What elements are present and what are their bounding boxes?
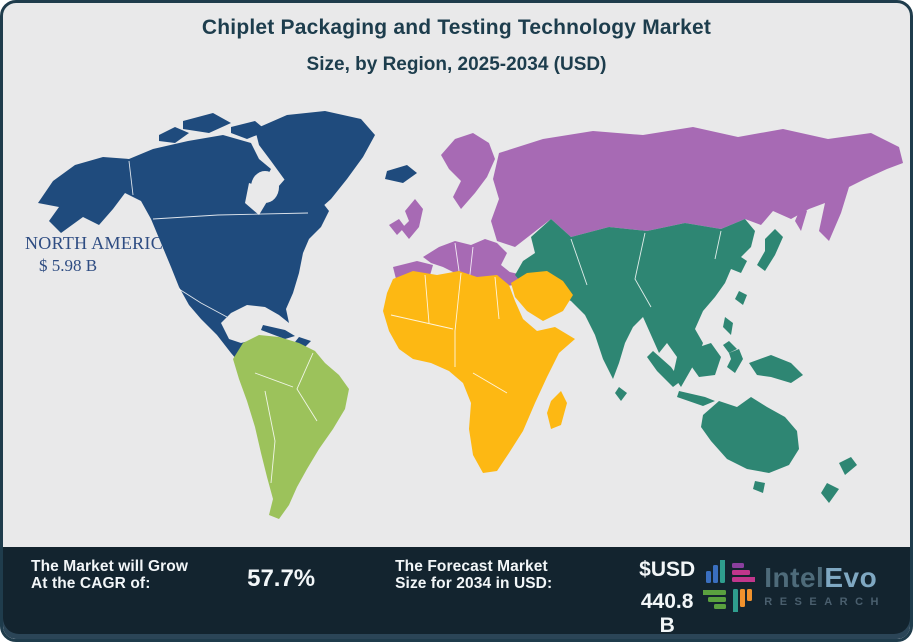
brand-name-primary: Intel: [764, 562, 825, 593]
australia: [701, 397, 799, 473]
logo-bars-green: [703, 590, 727, 609]
greenland: [255, 111, 375, 215]
brand-name: IntelEvo: [764, 564, 886, 592]
tasmania: [753, 481, 765, 493]
forecast-label-line2: Size for 2034 in USD:: [395, 575, 553, 593]
forecast-value-amount: 440.8 B: [640, 590, 694, 637]
region-asia-pacific: [515, 219, 857, 503]
africa-mainland: [383, 271, 575, 473]
sulawesi: [727, 349, 743, 373]
logo-bars-magenta: [732, 563, 756, 582]
arctic-island: [183, 113, 231, 133]
iceland: [385, 165, 417, 183]
madagascar: [547, 391, 567, 429]
world-map-svg: [38, 111, 903, 519]
cuba: [261, 325, 295, 339]
hudson-bay: [251, 171, 279, 203]
sakhalin: [795, 207, 807, 231]
brand-subtitle: RESEARCH: [764, 596, 886, 608]
brand-logo: IntelEvo RESEARCH: [703, 560, 886, 612]
forecast-value: $USD 440.8 B: [631, 558, 703, 638]
logo-bars-orange: [733, 589, 753, 612]
ireland: [389, 219, 405, 235]
region-north-america: [38, 111, 417, 389]
asia-mainland: [515, 219, 755, 387]
cagr-value: 57.7%: [247, 565, 316, 592]
region-africa-middle-east: [383, 271, 575, 473]
us-canada-border: [152, 212, 309, 220]
north-america-mainland: [38, 135, 329, 389]
borneo: [689, 343, 721, 377]
russia: [491, 127, 903, 247]
cagr-label-line2: At the CAGR of:: [31, 575, 151, 593]
andes-border: [264, 390, 276, 484]
north-america-callout: NORTH AMERICA $ 5.98 B: [25, 231, 176, 278]
callout-region-value: $ 5.98 B: [39, 256, 98, 276]
sumatra: [647, 351, 681, 387]
footer-strip: The Market will Grow At the CAGR of: 57.…: [3, 547, 910, 639]
africa-borders: [390, 272, 508, 394]
forecast-label: The Forecast Market Size for 2034 in USD…: [395, 558, 609, 593]
world-map: NORTH AMERICA $ 5.98 B: [3, 91, 910, 547]
south-america-mainland: [233, 335, 349, 519]
brazil-border: [296, 352, 318, 422]
intelevo-logo-icon: [703, 560, 756, 612]
cagr-label-line1: The Market will Grow: [31, 558, 189, 575]
cagr-label: The Market will Grow At the CAGR of:: [31, 558, 239, 593]
taiwan: [735, 291, 747, 305]
forecast-value-currency: $USD: [639, 558, 696, 581]
great-britain: [401, 199, 423, 239]
region-europe: [389, 127, 903, 299]
java: [677, 391, 715, 406]
new-zealand: [821, 457, 857, 503]
brand-text: IntelEvo RESEARCH: [764, 564, 886, 608]
brand-name-secondary: Evo: [824, 562, 878, 593]
sri-lanka: [615, 387, 627, 401]
us-mexico-border: [178, 288, 228, 318]
page-subtitle: Size, by Region, 2025-2034 (USD): [306, 54, 607, 75]
philippines: [723, 317, 737, 353]
scandinavia: [441, 133, 495, 209]
forecast-label-line1: The Forecast Market: [395, 558, 548, 575]
new-guinea: [749, 355, 803, 383]
callout-region-name: NORTH AMERICA: [25, 233, 177, 253]
footer-bar: The Market will Grow At the CAGR of: 57.…: [3, 547, 910, 637]
logo-bars-blue: [706, 560, 726, 583]
amazon-border: [254, 372, 294, 388]
title-block: Chiplet Packaging and Testing Technology…: [3, 3, 910, 91]
arctic-island: [159, 127, 189, 143]
asia-borders: [570, 230, 722, 308]
hispaniola: [295, 337, 311, 347]
region-south-america: [233, 335, 349, 519]
japan: [757, 229, 783, 271]
page-title: Chiplet Packaging and Testing Technology…: [201, 16, 712, 39]
alaska-border: [128, 160, 134, 196]
arabia: [511, 271, 573, 321]
